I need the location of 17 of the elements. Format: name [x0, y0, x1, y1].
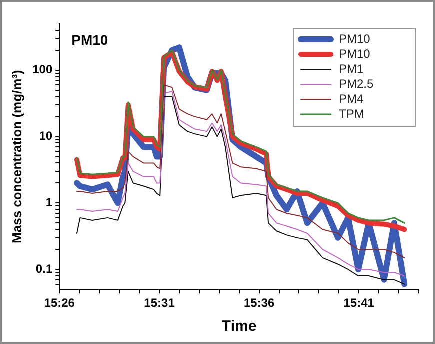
y-tick-label: 100	[32, 62, 53, 77]
x-tick-label: 15:26	[44, 296, 76, 310]
legend-label: PM10	[339, 46, 371, 61]
legend-label: PM2.5	[339, 76, 374, 91]
text: PM10	[72, 32, 108, 48]
legend-label: TPM	[339, 106, 364, 121]
legend-label: PM10	[339, 32, 371, 46]
y-tick-label: 0.1	[36, 262, 53, 276]
y-tick-label: 1	[46, 196, 53, 210]
legend-label: PM1	[339, 62, 364, 76]
legend-label: PM4	[339, 92, 364, 106]
y-axis-title: Mass concentration (mg/m³)	[9, 70, 24, 244]
x-tick-label: 15:31	[144, 296, 176, 310]
x-tick-label: 15:41	[344, 296, 375, 310]
y-tick-label: 10	[39, 129, 53, 144]
x-axis-title: Time	[222, 318, 257, 336]
x-tick-label: 15:36	[244, 296, 275, 310]
